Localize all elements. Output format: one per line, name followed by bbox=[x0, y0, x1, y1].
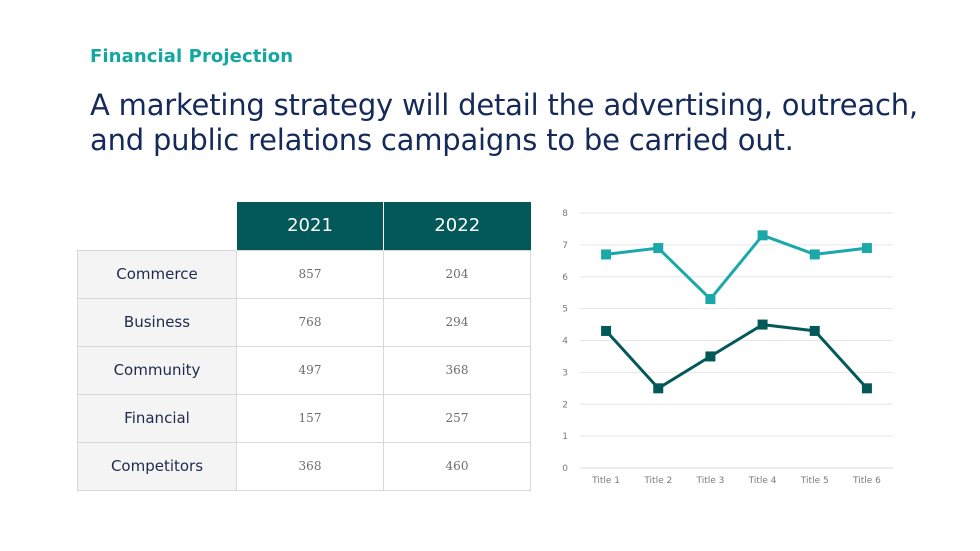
x-tick-label: Title 1 bbox=[591, 476, 620, 486]
y-tick-label: 3 bbox=[562, 368, 568, 378]
table-cell: 204 bbox=[383, 249, 531, 299]
row-label: Commerce bbox=[77, 249, 237, 299]
y-axis-ticks: 0 1 2 3 4 5 6 7 8 bbox=[562, 209, 568, 474]
x-tick-label: Title 5 bbox=[800, 476, 829, 486]
data-point bbox=[757, 319, 768, 330]
slide-headline: A marketing strategy will detail the adv… bbox=[90, 88, 918, 157]
data-point bbox=[861, 243, 872, 254]
row-label: Competitors bbox=[77, 441, 237, 491]
table-cell: 157 bbox=[236, 393, 384, 443]
table-row: Competitors 368 460 bbox=[77, 441, 531, 491]
table-cell: 257 bbox=[383, 393, 531, 443]
data-point bbox=[705, 294, 716, 305]
column-header-2022: 2022 bbox=[383, 202, 531, 250]
table-cell: 460 bbox=[383, 441, 531, 491]
series-1 bbox=[601, 230, 872, 305]
row-label: Financial bbox=[77, 393, 237, 443]
table-cell: 294 bbox=[383, 297, 531, 347]
data-point bbox=[861, 383, 872, 394]
table-row: Community 497 368 bbox=[77, 345, 531, 395]
y-tick-label: 4 bbox=[562, 337, 568, 347]
table-cell: 368 bbox=[383, 345, 531, 395]
projection-table: 2021 2022 Commerce 857 204 Business 768 … bbox=[77, 202, 531, 491]
y-tick-label: 2 bbox=[562, 400, 568, 410]
y-tick-label: 7 bbox=[562, 241, 568, 251]
data-point bbox=[809, 249, 820, 260]
y-tick-label: 5 bbox=[562, 305, 568, 315]
table-header-row: 2021 2022 bbox=[77, 202, 531, 250]
series-2 bbox=[601, 319, 872, 394]
series-line bbox=[604, 323, 869, 390]
data-point bbox=[653, 243, 664, 254]
series-line bbox=[604, 233, 869, 301]
table-row: Commerce 857 204 bbox=[77, 249, 531, 299]
table-cell: 768 bbox=[236, 297, 384, 347]
table-cell: 857 bbox=[236, 249, 384, 299]
y-tick-label: 8 bbox=[562, 209, 568, 219]
chart-series bbox=[601, 230, 872, 394]
x-axis-ticks: Title 1 Title 2 Title 3 Title 4 Title 5 Title… bbox=[591, 476, 881, 486]
data-point bbox=[757, 230, 768, 241]
column-header-2021: 2021 bbox=[236, 202, 384, 250]
x-tick-label: Title 6 bbox=[852, 476, 881, 486]
data-point bbox=[809, 325, 820, 336]
row-label: Business bbox=[77, 297, 237, 347]
section-eyebrow: Financial Projection bbox=[90, 46, 294, 67]
x-tick-label: Title 2 bbox=[643, 476, 672, 486]
x-tick-label: Title 3 bbox=[695, 476, 724, 486]
x-tick-label: Title 4 bbox=[748, 476, 777, 486]
y-tick-label: 0 bbox=[562, 464, 568, 474]
table-cell: 497 bbox=[236, 345, 384, 395]
data-point bbox=[653, 383, 664, 394]
data-point bbox=[601, 325, 612, 336]
table-row: Financial 157 257 bbox=[77, 393, 531, 443]
table-row: Business 768 294 bbox=[77, 297, 531, 347]
data-point bbox=[705, 351, 716, 362]
table-cell: 368 bbox=[236, 441, 384, 491]
table-corner-cell bbox=[77, 202, 237, 250]
data-point bbox=[601, 249, 612, 260]
y-tick-label: 6 bbox=[562, 273, 568, 283]
row-label: Community bbox=[77, 345, 237, 395]
y-tick-label: 1 bbox=[562, 432, 568, 442]
